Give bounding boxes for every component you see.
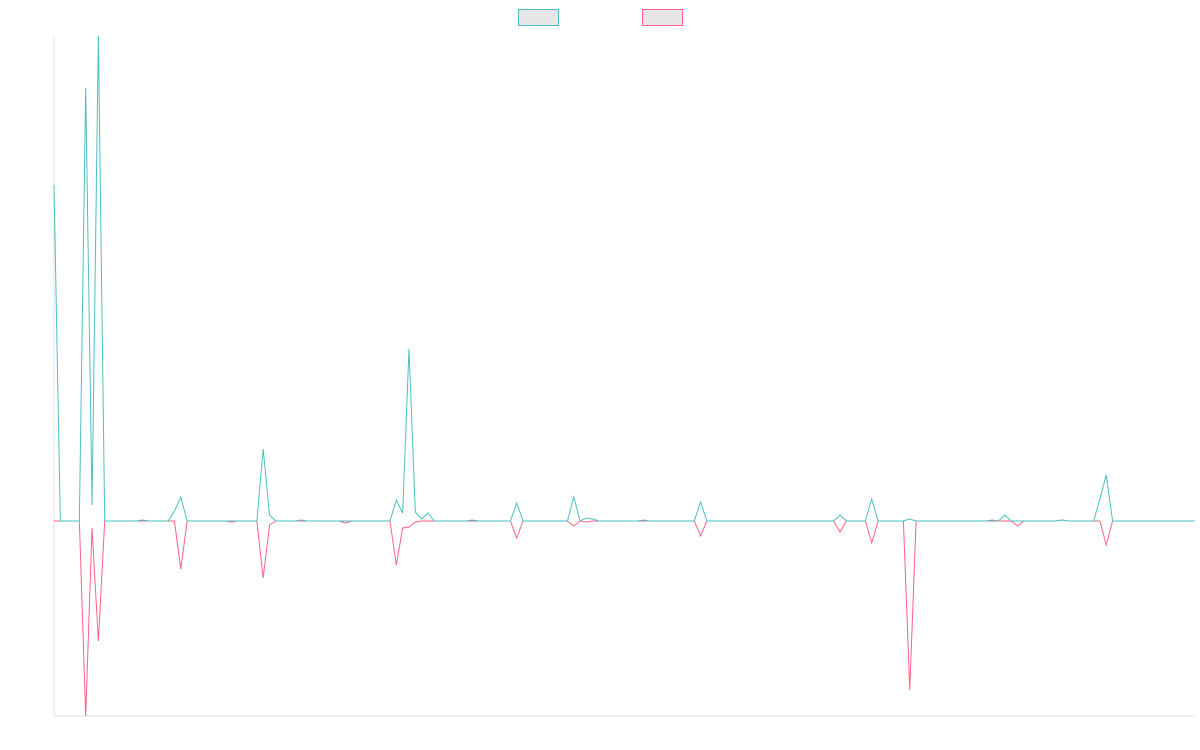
series-line bbox=[53, 35, 1195, 522]
legend-swatch bbox=[518, 9, 559, 26]
legend-swatch bbox=[642, 9, 683, 26]
series-line bbox=[54, 519, 1195, 717]
